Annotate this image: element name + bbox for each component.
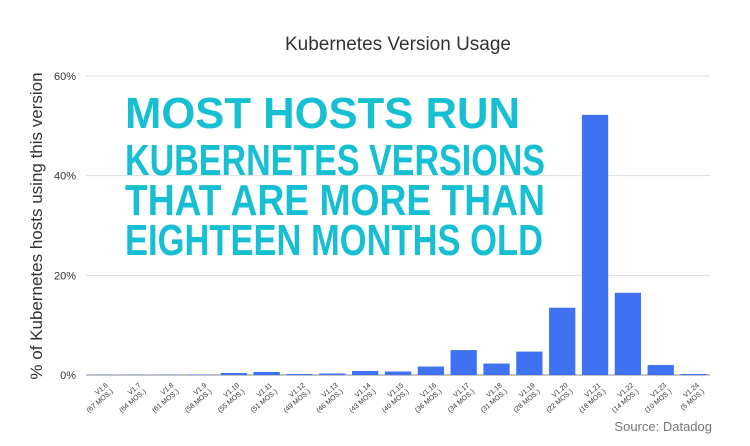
x-tick-label: V1.24(5 MOS.) (680, 382, 706, 412)
y-tick-label: 60% (54, 71, 76, 83)
bar (647, 365, 674, 375)
bar (253, 372, 280, 375)
y-axis-label: % of Kubernetes hosts using this version (27, 72, 46, 379)
x-tick-label: V1.11(51 MOS.) (250, 382, 279, 414)
x-tick-label: V1.14(43 MOS.) (348, 382, 377, 414)
y-tick-label: 0% (60, 370, 76, 382)
annotation-line: MOST HOSTS RUN (125, 89, 520, 138)
bar (516, 351, 543, 375)
bar (581, 114, 609, 376)
x-tick-label: V1.20(22 MOS.) (545, 382, 574, 414)
bar (417, 366, 444, 375)
source: Source: Datadog (614, 419, 712, 434)
x-tick-label: V1.23(10 MOS.) (644, 382, 673, 414)
bar (286, 374, 313, 375)
x-tick-label: V1.8(61 MOS.) (151, 382, 180, 414)
bar (483, 363, 510, 375)
x-tick-label: V1.9(58 MOS.) (184, 382, 213, 414)
x-tick-label: V1.17(34 MOS.) (447, 382, 476, 414)
y-tick-label: 20% (54, 270, 76, 282)
x-tick-label: V1.19(28 MOS.) (513, 382, 542, 414)
bar (680, 374, 707, 375)
x-tick-label: V1.15(40 MOS.) (381, 382, 410, 414)
chart-title: Kubernetes Version Usage (285, 34, 511, 55)
x-tick-label: V1.21(18 MOS.) (578, 382, 607, 414)
x-tick-label: V1.13(46 MOS.) (316, 382, 345, 414)
x-tick-label: V1.6(67 MOS.) (86, 382, 115, 414)
x-tick-label: V1.22(14 MOS.) (611, 382, 640, 414)
bar (352, 371, 379, 375)
annotation-line: KUBERNETES VERSIONS (125, 136, 545, 185)
bar (220, 373, 247, 375)
bar (549, 307, 576, 375)
x-tick-label: V1.16(36 MOS.) (414, 382, 443, 414)
x-tick-label: V1.12(49 MOS.) (283, 382, 312, 414)
bar (614, 292, 642, 375)
bar (384, 371, 412, 375)
x-tick-label: V1.18(31 MOS.) (480, 382, 509, 414)
bar (319, 373, 346, 375)
y-tick-label: 40% (54, 171, 76, 183)
x-tick-label: V1.10(55 MOS.) (217, 382, 246, 414)
annotation-line: THAT ARE MORE THAN (125, 176, 545, 225)
annotation-line: EIGHTEEN MONTHS OLD (125, 216, 543, 265)
bar (450, 350, 477, 375)
x-tick-label: V1.7(64 MOS.) (118, 382, 147, 414)
